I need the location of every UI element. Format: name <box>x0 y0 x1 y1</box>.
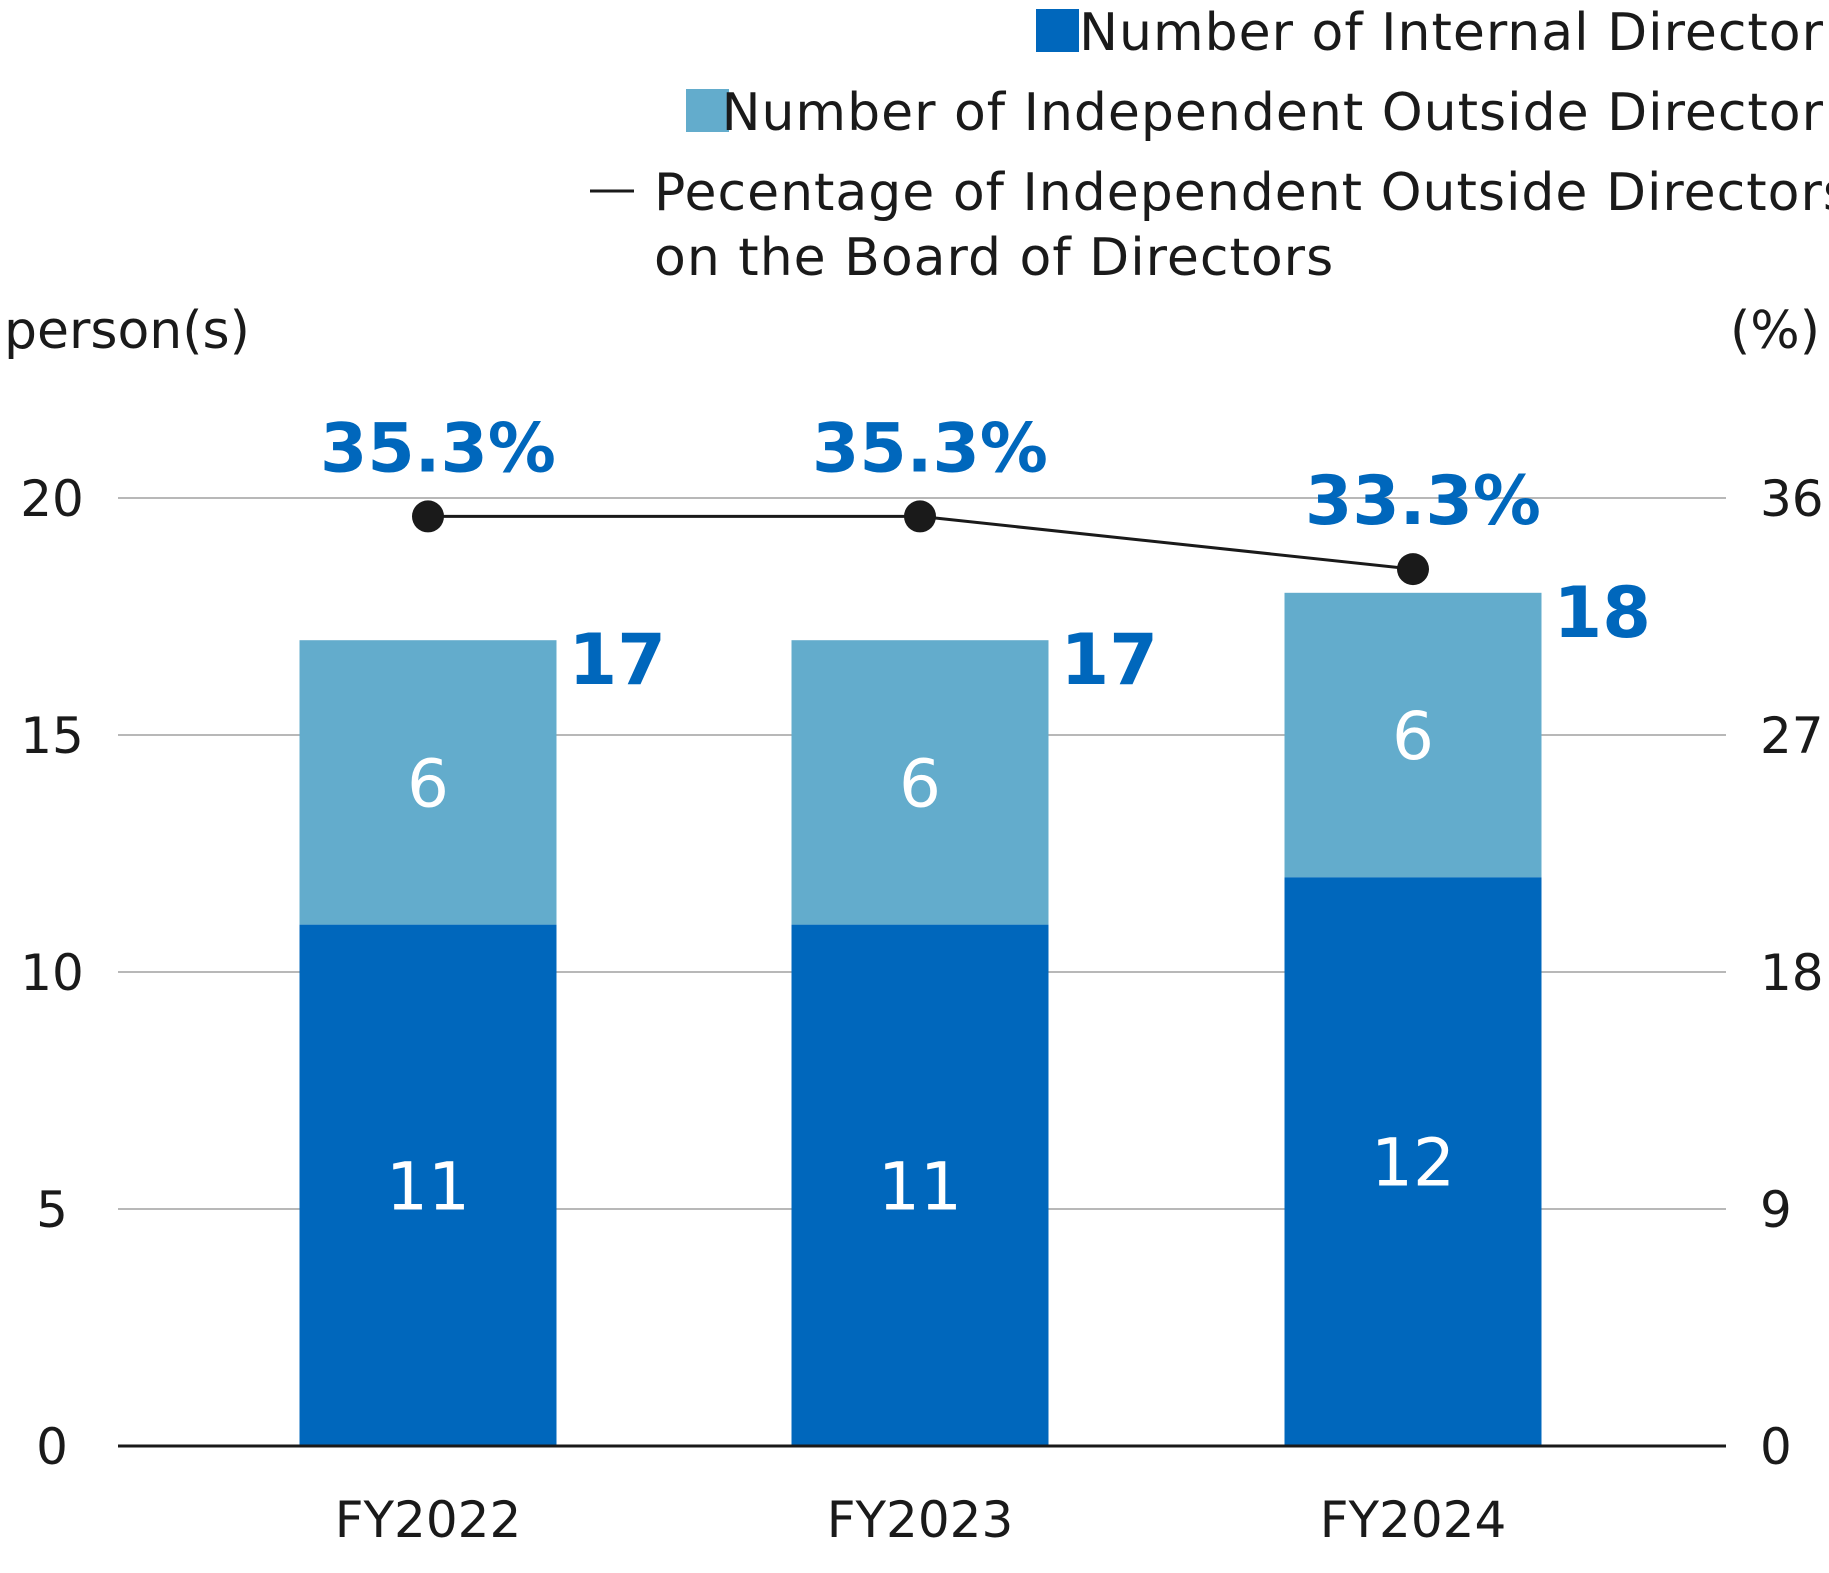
legend: Number of Internal Director Number of Ind… <box>590 3 1829 288</box>
bar-total-label: 18 <box>1554 572 1651 654</box>
y-right-axis-label: (%) <box>1730 301 1820 361</box>
bar-internal-director <box>299 924 557 1446</box>
legend-label-percentage-line1: Pecentage of Independent Outside Directo… <box>654 163 1829 223</box>
y-right-tick-label: 0 <box>1760 1418 1792 1476</box>
percentage-label: 33.3% <box>1305 462 1541 541</box>
y-left-tick-label: 15 <box>20 707 84 765</box>
y-right-tick-label: 18 <box>1760 944 1824 1002</box>
bars: 11 6 17 11 6 17 12 6 18 <box>299 572 1651 1446</box>
percentage-point <box>1397 553 1429 586</box>
bar-internal-value-label: 11 <box>386 1148 470 1225</box>
y-left-tick-label: 20 <box>20 470 84 528</box>
y-right-tick-label: 36 <box>1760 470 1824 528</box>
percentage-label: 35.3% <box>320 409 556 488</box>
bar-total-label: 17 <box>1061 619 1158 701</box>
bar-internal-value-label: 12 <box>1371 1125 1455 1202</box>
legend-swatch-outside <box>686 89 729 132</box>
legend-label-internal: Number of Internal Director <box>1079 3 1824 63</box>
bar-outside-value-label: 6 <box>1392 698 1434 775</box>
bar-outside-value-label: 6 <box>899 745 941 822</box>
bar-outside-director <box>791 640 1049 925</box>
axes: 0 5 10 15 20 0 9 18 27 36 FY2022 FY2023 FY2024 person… <box>4 301 1824 1549</box>
bar-outside-director <box>1284 592 1542 878</box>
y-left-tick-label: 5 <box>36 1181 68 1239</box>
y-left-tick-label: 10 <box>20 944 84 1002</box>
bar-outside-director <box>299 640 557 925</box>
y-left-tick-label: 0 <box>36 1418 68 1476</box>
bar-total-label: 17 <box>569 619 666 701</box>
bar-internal-director <box>1284 877 1542 1446</box>
legend-swatch-internal <box>1036 9 1079 52</box>
bar-outside-value-label: 6 <box>407 745 449 822</box>
x-tick-label: FY2023 <box>827 1491 1014 1549</box>
percentage-point <box>412 500 444 533</box>
percentage-label: 35.3% <box>812 409 1048 488</box>
x-tick-label: FY2024 <box>1320 1491 1507 1549</box>
legend-label-percentage-line2: on the Board of Directors <box>654 228 1334 288</box>
y-left-axis-label: person(s) <box>4 301 250 361</box>
y-right-tick-label: 9 <box>1760 1181 1792 1239</box>
percentage-point <box>904 500 936 533</box>
percentage-line: 35.3% 35.3% 33.3% <box>320 409 1541 586</box>
bar-internal-director <box>791 924 1049 1446</box>
x-tick-label: FY2022 <box>335 1491 522 1549</box>
legend-label-outside: Number of Independent Outside Director <box>722 83 1824 143</box>
y-right-tick-label: 27 <box>1760 707 1824 765</box>
bar-internal-value-label: 11 <box>878 1148 962 1225</box>
